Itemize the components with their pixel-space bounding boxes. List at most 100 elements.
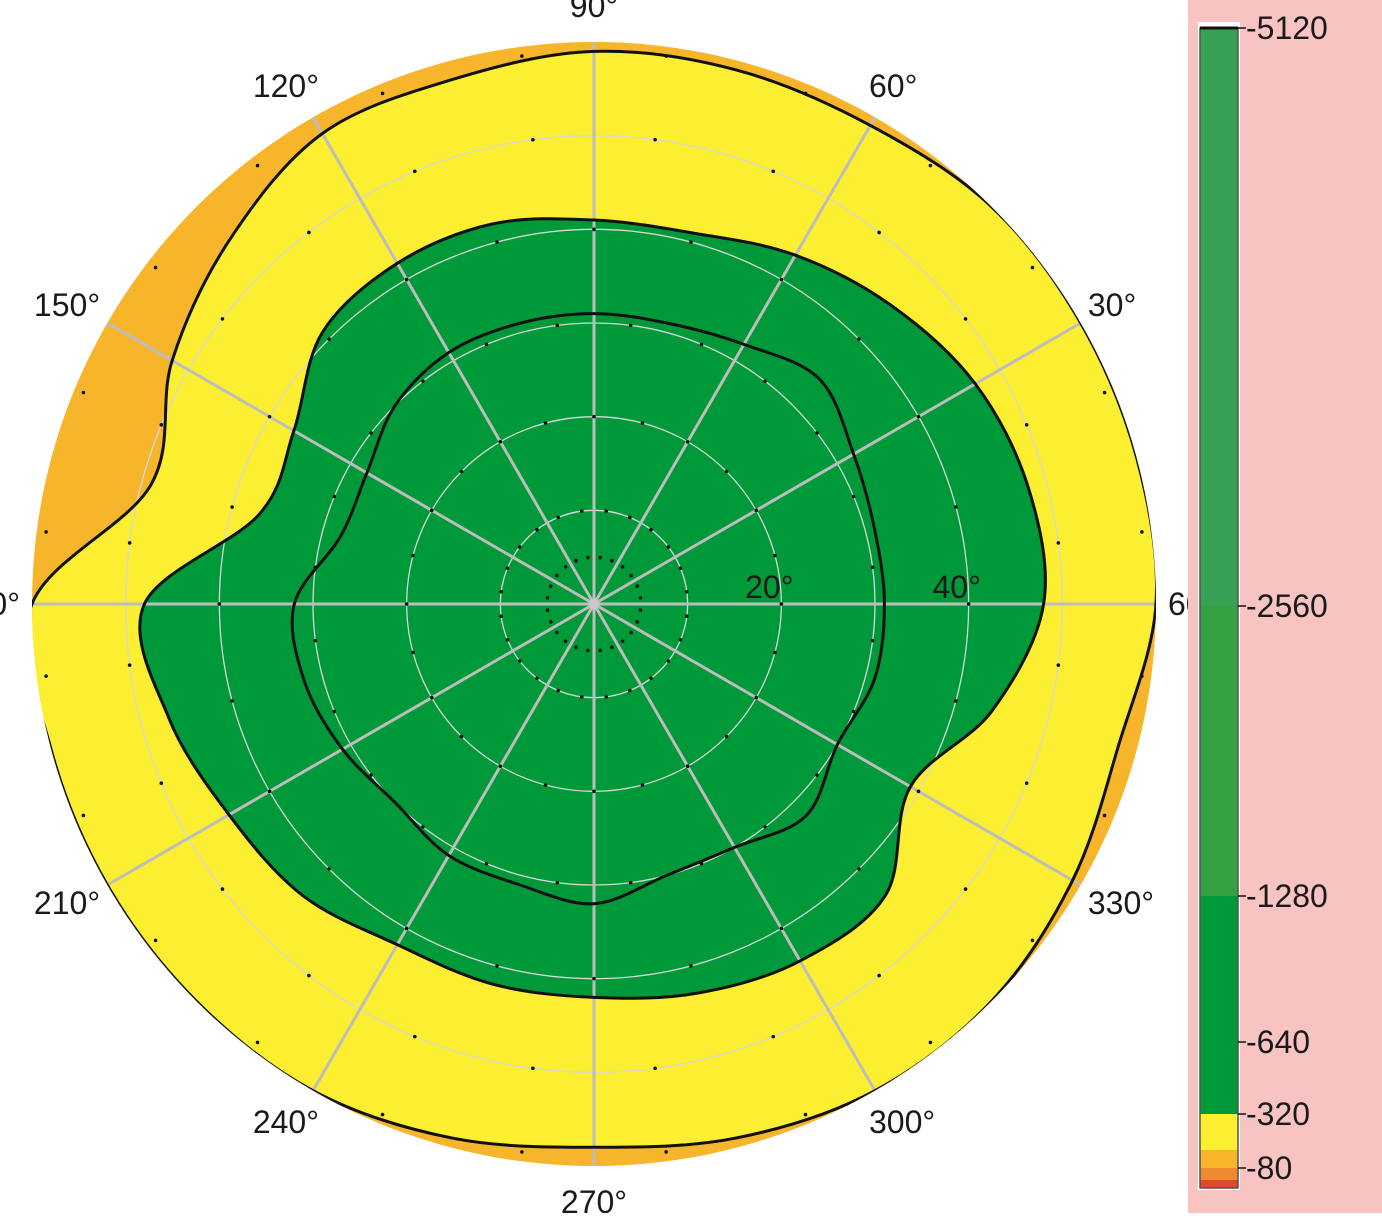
colorbar-band [1200, 1168, 1238, 1180]
colorbar-tick-label: -1280 [1246, 878, 1328, 914]
sample-point [369, 431, 373, 435]
sample-point [928, 1040, 933, 1045]
sample-point [220, 887, 225, 891]
sample-point [153, 265, 158, 270]
sample-point [640, 783, 645, 787]
sample-point [495, 964, 499, 968]
sample-point [857, 867, 861, 871]
sample-point [851, 709, 856, 714]
sample-point [421, 379, 425, 383]
angle-label: 90° [570, 0, 618, 24]
sample-point [230, 505, 234, 509]
sample-point [255, 1040, 260, 1045]
sample-point [220, 317, 225, 321]
sample-point [689, 240, 693, 244]
sample-point [1030, 938, 1035, 943]
colorbar: -5120 -2560 -1280 -640 -320 -80 [1188, 0, 1382, 1213]
sample-point [635, 620, 640, 624]
sample-point [555, 573, 559, 578]
sample-point [548, 584, 553, 588]
sample-point [563, 639, 568, 643]
sample-point [555, 630, 559, 635]
sample-point [586, 555, 590, 560]
sample-point [555, 323, 560, 328]
sample-point [81, 813, 86, 818]
angle-label: 60° [869, 68, 917, 104]
contour-line-640 [138, 217, 1047, 1000]
sample-point [685, 589, 689, 594]
sample-point [628, 515, 632, 520]
sample-point [498, 439, 503, 444]
sample-point [666, 545, 671, 549]
sample-point [954, 505, 958, 509]
sample-point [412, 1034, 417, 1039]
sample-point [545, 608, 550, 612]
sample-point [877, 230, 881, 235]
sample-point [779, 602, 784, 606]
sample-point [332, 494, 337, 499]
sample-point [429, 695, 434, 700]
sample-point [267, 414, 272, 419]
colorbar-tick-label: -2560 [1246, 588, 1328, 624]
colorbar-band [1200, 896, 1238, 1042]
sample-point [620, 565, 625, 569]
sample-point [495, 240, 499, 244]
colorbar-band [1200, 28, 1238, 606]
colorbar-band [1200, 1042, 1238, 1114]
sample-point [548, 620, 553, 624]
colorbar-band [1200, 606, 1238, 896]
sample-point [664, 1150, 668, 1154]
sample-point [963, 887, 968, 891]
sample-point [754, 508, 759, 513]
angle-label: 30° [1088, 287, 1136, 323]
sample-point [954, 699, 958, 703]
sample-point [678, 566, 683, 570]
sample-point [531, 1066, 535, 1071]
sample-point [870, 638, 875, 643]
sample-point [327, 867, 331, 871]
sample-point [640, 421, 645, 425]
sample-point [664, 54, 668, 58]
colorbar-band [1200, 1180, 1238, 1188]
sample-point [966, 602, 971, 606]
sample-point [699, 342, 704, 347]
sample-point [857, 337, 861, 341]
sample-point [574, 558, 578, 563]
sample-point [685, 764, 690, 769]
sample-point [851, 494, 856, 499]
sample-point [592, 414, 596, 419]
radial-tick-label: 40° [932, 569, 980, 605]
sample-point [754, 695, 759, 700]
sample-point [779, 926, 784, 931]
sample-point [592, 227, 596, 232]
sample-point [1024, 781, 1029, 786]
sample-point [404, 926, 409, 931]
sample-point [610, 558, 614, 563]
sample-point [307, 973, 311, 978]
sample-point [1030, 265, 1035, 270]
sample-point [44, 530, 48, 534]
sample-point [499, 614, 503, 619]
sample-point [531, 137, 535, 142]
sample-point [535, 676, 539, 681]
sample-point [505, 566, 510, 570]
sample-point [771, 169, 776, 174]
sample-point [332, 709, 337, 714]
sample-point [666, 659, 671, 663]
sample-point [604, 695, 609, 699]
sample-point [81, 390, 86, 395]
sample-point [916, 414, 921, 419]
sample-point [327, 337, 331, 341]
contour-line-320 [32, 49, 1156, 1149]
sample-point [724, 469, 729, 474]
angle-label: 270° [561, 1184, 627, 1213]
sample-point [555, 880, 560, 885]
sample-point [598, 648, 602, 653]
sample-point [1056, 541, 1061, 545]
angle-label: 300° [869, 1104, 935, 1140]
sample-point [556, 688, 560, 693]
sample-point [803, 1112, 808, 1117]
angle-label: 210° [34, 885, 100, 921]
angular-spoke [311, 116, 596, 605]
